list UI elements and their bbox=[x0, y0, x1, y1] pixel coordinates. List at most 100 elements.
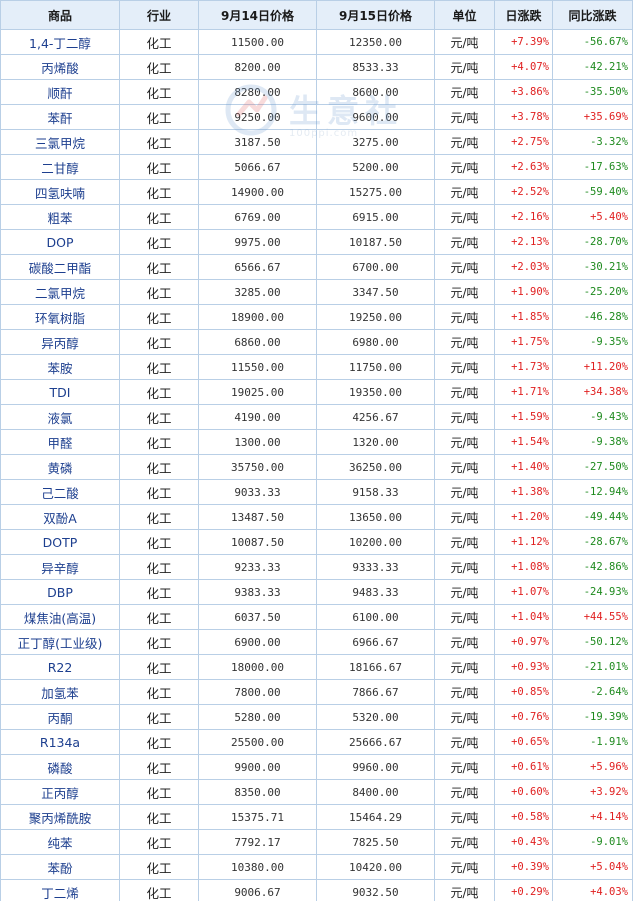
product-name-cell[interactable]: 二甘醇 bbox=[0, 154, 120, 180]
industry-cell: 化工 bbox=[119, 604, 199, 630]
yoy-change-cell: +5.04% bbox=[552, 854, 633, 880]
product-name-cell[interactable]: 二氯甲烷 bbox=[0, 279, 120, 305]
industry-cell: 化工 bbox=[119, 154, 199, 180]
price-sep15-cell: 3347.50 bbox=[316, 279, 435, 305]
unit-cell: 元/吨 bbox=[434, 154, 495, 180]
price-sep14-cell: 6037.50 bbox=[198, 604, 317, 630]
product-name-cell[interactable]: 异丙醇 bbox=[0, 329, 120, 355]
unit-cell: 元/吨 bbox=[434, 454, 495, 480]
yoy-change-cell: +44.55% bbox=[552, 604, 633, 630]
product-name-cell[interactable]: 顺酐 bbox=[0, 79, 120, 105]
header-daily-change: 日涨跌 bbox=[494, 0, 553, 30]
product-name-cell[interactable]: 液氯 bbox=[0, 404, 120, 430]
product-name-cell[interactable]: 苯酐 bbox=[0, 104, 120, 130]
product-name-cell[interactable]: TDI bbox=[0, 379, 120, 405]
unit-cell: 元/吨 bbox=[434, 404, 495, 430]
industry-cell: 化工 bbox=[119, 504, 199, 530]
price-sep15-cell: 8600.00 bbox=[316, 79, 435, 105]
header-product: 商品 bbox=[0, 0, 120, 30]
product-name-cell[interactable]: 四氢呋喃 bbox=[0, 179, 120, 205]
table-row: 三氯甲烷 化工 3187.50 3275.00 元/吨 +2.75% -3.32% bbox=[0, 129, 633, 155]
table-row: 二氯甲烷 化工 3285.00 3347.50 元/吨 +1.90% -25.20% bbox=[0, 279, 633, 305]
product-name-cell[interactable]: 丙酮 bbox=[0, 704, 120, 730]
unit-cell: 元/吨 bbox=[434, 29, 495, 55]
daily-change-cell: +0.93% bbox=[494, 654, 553, 680]
daily-change-cell: +1.07% bbox=[494, 579, 553, 605]
table-row: R134a 化工 25500.00 25666.67 元/吨 +0.65% -1.91% bbox=[0, 729, 633, 755]
daily-change-cell: +1.04% bbox=[494, 604, 553, 630]
product-name-cell[interactable]: 正丁醇(工业级) bbox=[0, 629, 120, 655]
daily-change-cell: +0.29% bbox=[494, 879, 553, 901]
price-sep14-cell: 10380.00 bbox=[198, 854, 317, 880]
unit-cell: 元/吨 bbox=[434, 329, 495, 355]
table-row: TDI 化工 19025.00 19350.00 元/吨 +1.71% +34.38% bbox=[0, 379, 633, 405]
product-name-cell[interactable]: 环氧树脂 bbox=[0, 304, 120, 330]
product-name-cell[interactable]: 丙烯酸 bbox=[0, 54, 120, 80]
industry-cell: 化工 bbox=[119, 279, 199, 305]
product-name-cell[interactable]: 加氢苯 bbox=[0, 679, 120, 705]
product-name-cell[interactable]: 粗苯 bbox=[0, 204, 120, 230]
yoy-change-cell: +34.38% bbox=[552, 379, 633, 405]
header-unit: 单位 bbox=[434, 0, 495, 30]
industry-cell: 化工 bbox=[119, 254, 199, 280]
price-sep15-cell: 10420.00 bbox=[316, 854, 435, 880]
daily-change-cell: +0.76% bbox=[494, 704, 553, 730]
product-name-cell[interactable]: R134a bbox=[0, 729, 120, 755]
unit-cell: 元/吨 bbox=[434, 204, 495, 230]
unit-cell: 元/吨 bbox=[434, 304, 495, 330]
yoy-change-cell: -3.32% bbox=[552, 129, 633, 155]
price-sep14-cell: 1300.00 bbox=[198, 429, 317, 455]
yoy-change-cell: -42.86% bbox=[552, 554, 633, 580]
unit-cell: 元/吨 bbox=[434, 54, 495, 80]
product-name-cell[interactable]: DBP bbox=[0, 579, 120, 605]
table-row: 液氯 化工 4190.00 4256.67 元/吨 +1.59% -9.43% bbox=[0, 404, 633, 430]
price-sep15-cell: 9960.00 bbox=[316, 754, 435, 780]
yoy-change-cell: -9.43% bbox=[552, 404, 633, 430]
header-price-sep15: 9月15日价格 bbox=[316, 0, 435, 30]
product-name-cell[interactable]: R22 bbox=[0, 654, 120, 680]
unit-cell: 元/吨 bbox=[434, 429, 495, 455]
product-name-cell[interactable]: 己二酸 bbox=[0, 479, 120, 505]
price-sep14-cell: 8350.00 bbox=[198, 779, 317, 805]
product-name-cell[interactable]: 黄磷 bbox=[0, 454, 120, 480]
product-name-cell[interactable]: 苯酚 bbox=[0, 854, 120, 880]
product-name-cell[interactable]: 苯胺 bbox=[0, 354, 120, 380]
table-row: 异丙醇 化工 6860.00 6980.00 元/吨 +1.75% -9.35% bbox=[0, 329, 633, 355]
industry-cell: 化工 bbox=[119, 554, 199, 580]
price-sep14-cell: 9900.00 bbox=[198, 754, 317, 780]
yoy-change-cell: +35.69% bbox=[552, 104, 633, 130]
price-sep14-cell: 7792.17 bbox=[198, 829, 317, 855]
product-name-cell[interactable]: 纯苯 bbox=[0, 829, 120, 855]
price-sep15-cell: 10200.00 bbox=[316, 529, 435, 555]
product-name-cell[interactable]: DOP bbox=[0, 229, 120, 255]
daily-change-cell: +0.43% bbox=[494, 829, 553, 855]
yoy-change-cell: -46.28% bbox=[552, 304, 633, 330]
product-name-cell[interactable]: 甲醛 bbox=[0, 429, 120, 455]
product-name-cell[interactable]: 碳酸二甲酯 bbox=[0, 254, 120, 280]
price-sep15-cell: 5200.00 bbox=[316, 154, 435, 180]
product-name-cell[interactable]: 双酚A bbox=[0, 504, 120, 530]
price-sep15-cell: 9483.33 bbox=[316, 579, 435, 605]
industry-cell: 化工 bbox=[119, 104, 199, 130]
daily-change-cell: +1.75% bbox=[494, 329, 553, 355]
product-name-cell[interactable]: DOTP bbox=[0, 529, 120, 555]
product-name-cell[interactable]: 正丙醇 bbox=[0, 779, 120, 805]
product-name-cell[interactable]: 煤焦油(高温) bbox=[0, 604, 120, 630]
yoy-change-cell: -19.39% bbox=[552, 704, 633, 730]
product-name-cell[interactable]: 三氯甲烷 bbox=[0, 129, 120, 155]
daily-change-cell: +1.85% bbox=[494, 304, 553, 330]
product-name-cell[interactable]: 异辛醇 bbox=[0, 554, 120, 580]
price-sep15-cell: 1320.00 bbox=[316, 429, 435, 455]
yoy-change-cell: -21.01% bbox=[552, 654, 633, 680]
industry-cell: 化工 bbox=[119, 329, 199, 355]
daily-change-cell: +1.40% bbox=[494, 454, 553, 480]
price-sep15-cell: 8400.00 bbox=[316, 779, 435, 805]
price-sep14-cell: 6860.00 bbox=[198, 329, 317, 355]
product-name-cell[interactable]: 丁二烯 bbox=[0, 879, 120, 901]
product-name-cell[interactable]: 1,4-丁二醇 bbox=[0, 29, 120, 55]
price-sep15-cell: 6915.00 bbox=[316, 204, 435, 230]
product-name-cell[interactable]: 聚丙烯酰胺 bbox=[0, 804, 120, 830]
price-sep15-cell: 19250.00 bbox=[316, 304, 435, 330]
product-name-cell[interactable]: 磷酸 bbox=[0, 754, 120, 780]
price-sep14-cell: 5280.00 bbox=[198, 704, 317, 730]
